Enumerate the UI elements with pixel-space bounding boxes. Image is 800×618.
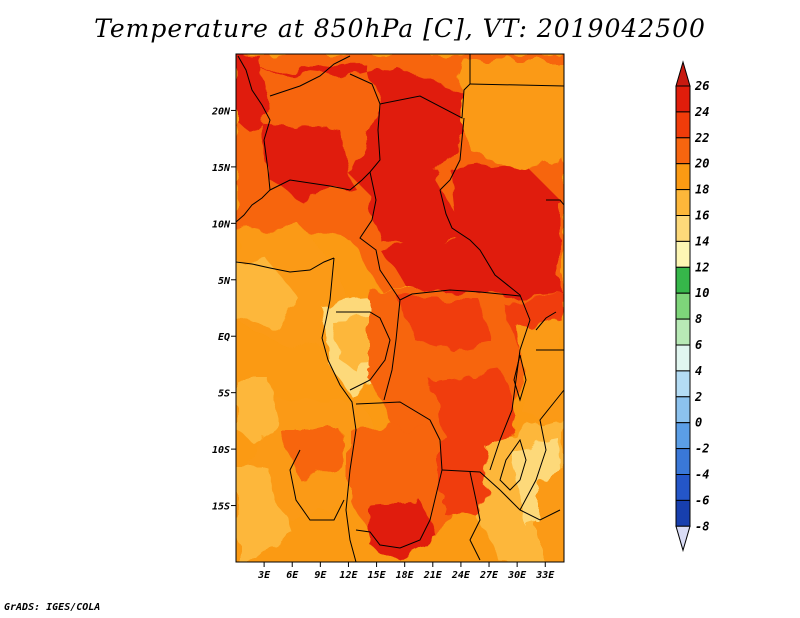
y-axis: 20N 15N 10N 5N EQ 5S 10S 15S <box>211 106 236 513</box>
colorbar-label: -4 <box>695 468 709 482</box>
colorbar-bottom-arrow <box>675 525 691 553</box>
colorbar-label: 16 <box>695 209 709 223</box>
colorbar-label: -8 <box>695 519 709 533</box>
colorbar-swatch <box>675 474 691 501</box>
x-tick-label: 3E <box>257 570 271 581</box>
colorbar-swatch <box>675 137 691 165</box>
map-title: Temperature at 850hPa [C], VT: 201904250… <box>94 14 706 43</box>
colorbar-label: 24 <box>694 105 709 119</box>
y-tick-label: 5N <box>218 276 231 287</box>
colorbar-label: 14 <box>695 234 709 248</box>
colorbar-swatch <box>675 422 691 450</box>
x-tick-label: 21E <box>423 570 443 581</box>
country-borders <box>236 54 564 562</box>
colorbar-swatch <box>675 318 691 346</box>
colorbar-label: 6 <box>695 338 702 352</box>
colorbar-swatch <box>675 266 691 294</box>
x-axis: 3E 6E 9E 12E 15E 18E 21E 24E 27E 30E 33E <box>257 562 555 581</box>
colorbar-swatch <box>675 344 691 372</box>
colorbar-top-arrow <box>675 60 691 87</box>
x-tick-label: 30E <box>507 570 527 581</box>
x-tick-label: 12E <box>339 570 358 581</box>
colorbar-label: 4 <box>695 364 702 378</box>
y-tick-label: 15S <box>212 502 230 513</box>
colorbar-swatch <box>675 448 691 476</box>
x-tick-label: 24E <box>451 570 471 581</box>
x-tick-label: 6E <box>286 570 299 581</box>
colorbar-swatch <box>675 111 691 139</box>
colorbar-label: 0 <box>695 416 702 430</box>
colorbar-swatch <box>675 163 691 191</box>
credit-label: GrADS: IGES/COLA <box>4 602 101 613</box>
colorbar-swatch <box>675 215 691 242</box>
colorbar-swatch <box>675 189 691 217</box>
x-tick-label: 18E <box>396 570 415 581</box>
colorbar-label: 20 <box>694 157 709 171</box>
y-tick-label: 15N <box>212 163 231 174</box>
colorbar-label: 18 <box>695 183 709 197</box>
y-tick-label: 10S <box>212 445 230 456</box>
x-tick-label: 33E <box>535 570 555 581</box>
map-frame <box>235 53 565 563</box>
colorbar-label: -2 <box>695 442 709 456</box>
colorbar-label: 22 <box>694 131 709 145</box>
x-tick-label: 27E <box>479 570 499 581</box>
y-tick-label: 10N <box>212 219 231 230</box>
colorbar-swatch <box>675 499 691 527</box>
colorbar-label: -6 <box>695 493 709 507</box>
colorbar-label: 26 <box>694 79 709 93</box>
colorbar-label: 8 <box>695 312 702 326</box>
colorbar-swatch <box>675 292 691 320</box>
colorbar-label: 2 <box>694 390 702 404</box>
colorbar-swatch <box>675 370 691 398</box>
colorbar-label: 12 <box>695 260 709 274</box>
colorbar-swatch <box>675 85 691 113</box>
y-tick-label: EQ <box>218 332 230 343</box>
temperature-field <box>236 54 564 562</box>
colorbar-swatch <box>675 396 691 424</box>
y-tick-label: 5S <box>218 389 230 400</box>
y-tick-label: 20N <box>211 106 231 117</box>
x-tick-label: 9E <box>314 570 327 581</box>
colorbar-label: 10 <box>695 286 709 300</box>
x-tick-label: 15E <box>368 570 387 581</box>
colorbar-swatch <box>675 240 691 268</box>
